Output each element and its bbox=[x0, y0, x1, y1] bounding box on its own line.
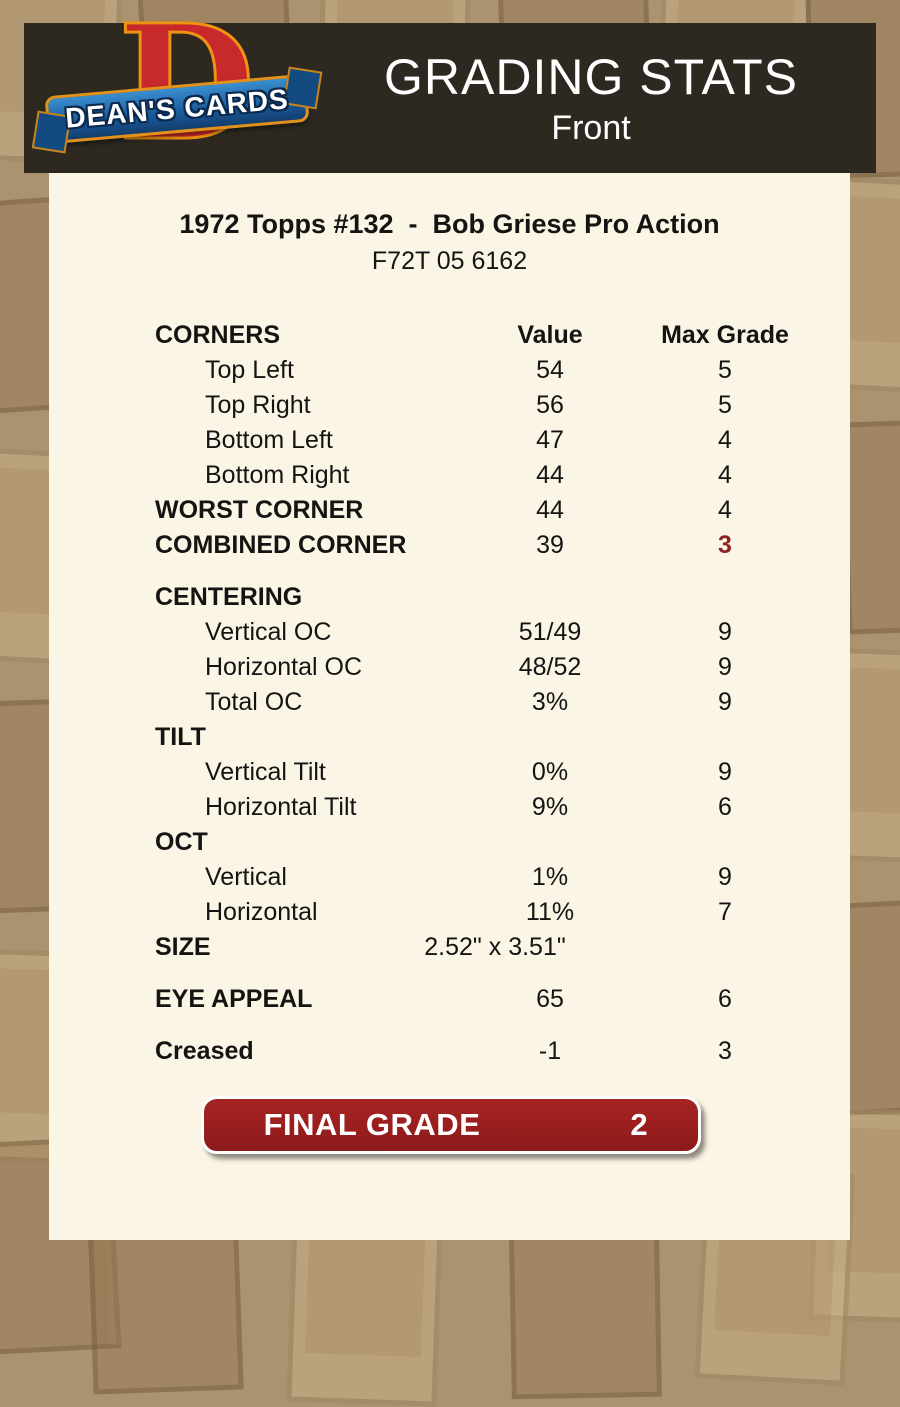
row-value: 9% bbox=[531, 793, 569, 821]
row-value: 2.52" x 3.51" bbox=[424, 933, 566, 961]
row-max-grade: 3 bbox=[718, 1037, 732, 1065]
table-row: Top Left 54 5 bbox=[155, 353, 795, 388]
row-value: 3% bbox=[531, 688, 569, 716]
table-row: Creased -1 3 bbox=[155, 1034, 795, 1069]
row-label: Vertical bbox=[205, 863, 287, 891]
row-value: -1 bbox=[538, 1037, 562, 1065]
table-row: Bottom Right 44 4 bbox=[155, 458, 795, 493]
row-value: 44 bbox=[536, 496, 564, 524]
row-label: Vertical Tilt bbox=[205, 758, 326, 786]
table-row: Horizontal 11% 7 bbox=[155, 895, 795, 930]
table-row: Total OC 3% 9 bbox=[155, 685, 795, 720]
row-label: CORNERS bbox=[155, 321, 281, 349]
row-value: 56 bbox=[536, 391, 564, 419]
row-label: Horizontal OC bbox=[205, 653, 362, 681]
row-label: Bottom Right bbox=[205, 461, 350, 489]
stats-panel: 1972 Topps #132 - Bob Griese Pro Action … bbox=[49, 173, 850, 1240]
row-max-grade: 9 bbox=[718, 688, 732, 716]
header-text-block: GRADING STATS Front bbox=[320, 23, 862, 173]
row-label: Horizontal Tilt bbox=[205, 793, 357, 821]
row-max-grade: 6 bbox=[718, 793, 732, 821]
table-row: Horizontal Tilt 9% 6 bbox=[155, 790, 795, 825]
value-column-header: Value bbox=[517, 321, 583, 349]
page-title: GRADING STATS bbox=[384, 49, 798, 105]
row-label: SIZE bbox=[155, 933, 211, 961]
table-row: WORST CORNER 44 4 bbox=[155, 493, 795, 528]
row-label: CENTERING bbox=[155, 583, 303, 611]
row-value: 65 bbox=[536, 985, 564, 1013]
final-grade-value: 2 bbox=[630, 1107, 648, 1142]
row-max-grade: 4 bbox=[718, 426, 732, 454]
table-row: Vertical 1% 9 bbox=[155, 860, 795, 895]
row-max-grade: 9 bbox=[718, 653, 732, 681]
row-value: 54 bbox=[536, 356, 564, 384]
row-max-grade: 5 bbox=[718, 356, 732, 384]
max-grade-column-header: Max Grade bbox=[661, 321, 789, 349]
row-max-grade bbox=[655, 720, 795, 755]
row-value: 11% bbox=[525, 898, 575, 926]
row-max-grade: 9 bbox=[718, 863, 732, 891]
row-max-grade: 6 bbox=[718, 985, 732, 1013]
row-label: Total OC bbox=[205, 688, 303, 716]
row-value bbox=[445, 580, 655, 615]
table-row: Top Right 56 5 bbox=[155, 388, 795, 423]
card-code: F72T 05 6162 bbox=[371, 247, 528, 275]
row-value bbox=[445, 720, 655, 755]
table-header-row: CORNERS Value Max Grade bbox=[155, 318, 795, 353]
logo-text: DEAN'S CARDS bbox=[64, 83, 290, 134]
table-row: COMBINED CORNER 39 3 bbox=[155, 528, 795, 563]
row-max-grade: 4 bbox=[718, 461, 732, 489]
table-row: Bottom Left 47 4 bbox=[155, 423, 795, 458]
row-label: WORST CORNER bbox=[155, 496, 364, 524]
row-max-grade: 5 bbox=[718, 391, 732, 419]
row-value: 47 bbox=[536, 426, 564, 454]
row-value: 39 bbox=[536, 531, 564, 559]
table-row: OCT bbox=[155, 825, 795, 860]
deans-cards-logo[interactable]: D DEAN'S CARDS bbox=[44, 3, 320, 167]
grading-table: CORNERS Value Max Grade Top Left 54 5 Top Righ… bbox=[155, 318, 795, 1069]
table-row: Vertical OC 51/49 9 bbox=[155, 615, 795, 650]
table-row: Horizontal OC 48/52 9 bbox=[155, 650, 795, 685]
row-value: 44 bbox=[536, 461, 564, 489]
final-grade-bar: FINAL GRADE 2 bbox=[201, 1096, 701, 1154]
row-label: Creased bbox=[155, 1037, 254, 1065]
table-row: SIZE 2.52" x 3.51" bbox=[155, 930, 795, 965]
table-row: Vertical Tilt 0% 9 bbox=[155, 755, 795, 790]
row-max-grade: 4 bbox=[718, 496, 732, 524]
row-max-grade: 9 bbox=[718, 618, 732, 646]
row-label: Top Left bbox=[205, 356, 294, 384]
row-max-grade: 3 bbox=[718, 531, 732, 559]
row-label: EYE APPEAL bbox=[155, 985, 313, 1013]
header-bar: D DEAN'S CARDS GRADING STATS Front bbox=[24, 3, 876, 173]
table-row: EYE APPEAL 65 6 bbox=[155, 982, 795, 1017]
row-max-grade bbox=[655, 825, 795, 860]
row-max-grade bbox=[655, 580, 795, 615]
row-value: 0% bbox=[531, 758, 569, 786]
card-title: 1972 Topps #132 - Bob Griese Pro Action bbox=[179, 209, 720, 239]
row-value: 1% bbox=[531, 863, 569, 891]
row-label: Vertical OC bbox=[205, 618, 332, 646]
row-value: 51/49 bbox=[518, 618, 582, 646]
row-label: OCT bbox=[155, 828, 208, 856]
table-row: CENTERING bbox=[155, 580, 795, 615]
row-label: Top Right bbox=[205, 391, 311, 419]
row-label: TILT bbox=[155, 723, 206, 751]
table-row: TILT bbox=[155, 720, 795, 755]
row-label: COMBINED CORNER bbox=[155, 531, 407, 559]
row-max-grade: 9 bbox=[718, 758, 732, 786]
row-label: Horizontal bbox=[205, 898, 318, 926]
page-subtitle: Front bbox=[551, 109, 631, 147]
final-grade-label: FINAL GRADE bbox=[263, 1107, 481, 1142]
row-value bbox=[445, 825, 655, 860]
row-value: 48/52 bbox=[518, 653, 582, 681]
row-label: Bottom Left bbox=[205, 426, 333, 454]
row-max-grade: 7 bbox=[718, 898, 732, 926]
